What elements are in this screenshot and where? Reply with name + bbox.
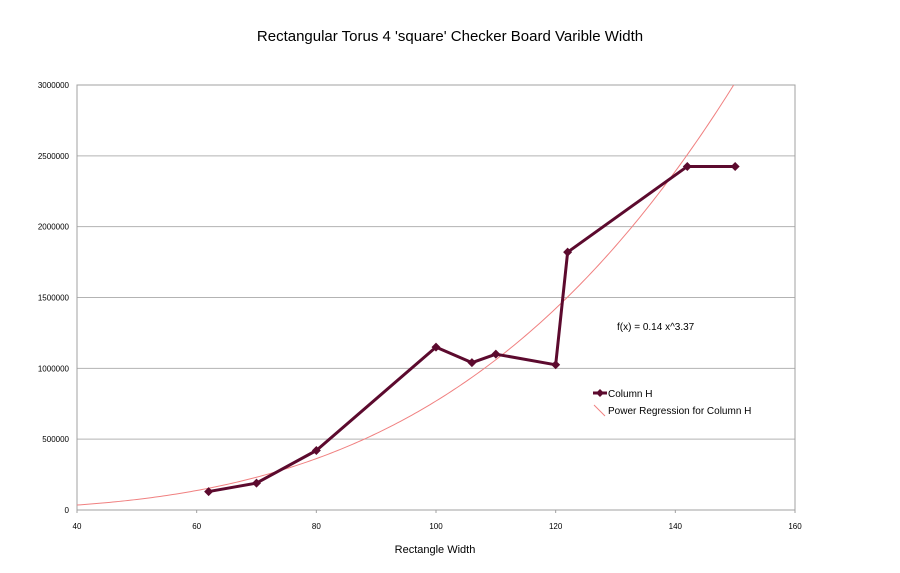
- data-point: [467, 358, 477, 368]
- y-tick-label: 1500000: [38, 294, 70, 303]
- y-tick-label: 3000000: [38, 81, 70, 90]
- x-tick-label: 100: [429, 522, 443, 531]
- legend-swatch-regression: [593, 404, 606, 417]
- x-tick-label: 140: [669, 522, 683, 531]
- x-tick-label: 80: [312, 522, 321, 531]
- data-point: [563, 247, 573, 257]
- regression-equation: f(x) = 0.14 x^3.37: [617, 322, 695, 333]
- y-tick-label: 0: [65, 506, 70, 515]
- y-axis: 0 500000 1000000 1500000 2000000 2500000 30000…: [38, 81, 70, 515]
- data-point: [730, 161, 740, 171]
- data-point: [491, 349, 501, 359]
- gridlines: [77, 84, 795, 511]
- data-point: [431, 342, 441, 352]
- x-axis: 40 60 80 100 120 140 160: [73, 510, 802, 531]
- legend: Column H Power Regression for Column H: [593, 389, 751, 417]
- data-point: [682, 161, 692, 171]
- data-point: [311, 446, 321, 455]
- x-axis-label: Rectangle Width: [395, 544, 476, 556]
- data-series: [204, 161, 740, 497]
- y-tick-label: 500000: [42, 435, 69, 444]
- series-line-column-h: [208, 164, 736, 494]
- x-tick-label: 60: [192, 522, 201, 531]
- y-tick-label: 2000000: [38, 223, 70, 232]
- legend-marker-column-h: [596, 389, 604, 397]
- regression-series: [77, 85, 735, 506]
- y-tick-label: 2500000: [38, 152, 70, 161]
- legend-label-column-h: Column H: [608, 389, 652, 400]
- x-tick-label: 40: [73, 522, 82, 531]
- x-tick-label: 160: [788, 522, 802, 531]
- chart-title: Rectangular Torus 4 'square' Checker Boa…: [257, 28, 643, 45]
- data-point: [551, 360, 561, 370]
- x-tick-label: 120: [549, 522, 563, 531]
- y-tick-label: 1000000: [38, 364, 70, 373]
- data-point: [204, 487, 214, 497]
- data-point: [252, 478, 261, 488]
- legend-label-regression: Power Regression for Column H: [608, 406, 751, 417]
- regression-line: [77, 85, 735, 506]
